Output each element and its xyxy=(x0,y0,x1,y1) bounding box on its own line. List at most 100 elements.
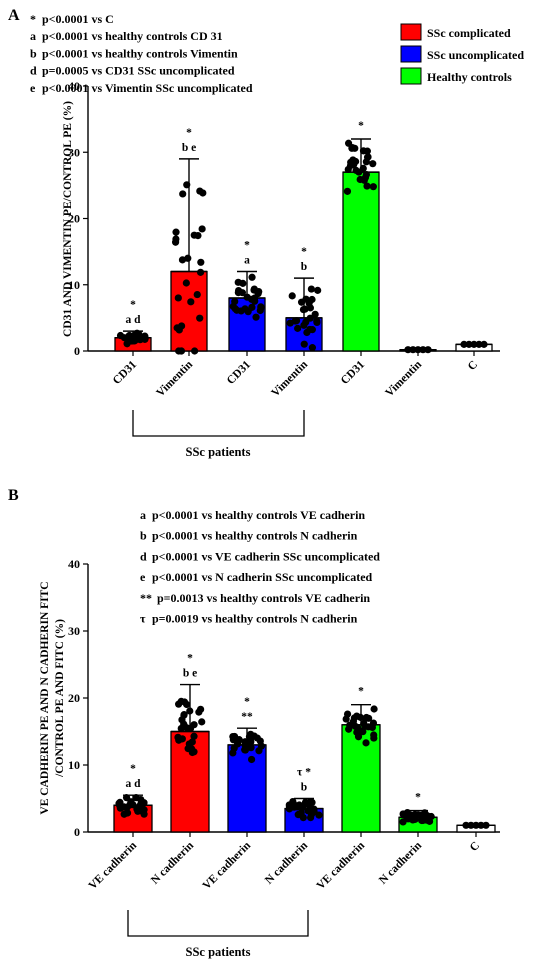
data-point xyxy=(197,258,205,266)
note-text: p=0.0013 vs healthy controls VE cadherin xyxy=(157,591,370,605)
significance-letters: a xyxy=(244,255,250,267)
data-point xyxy=(243,293,251,301)
bar-group xyxy=(399,346,437,354)
bar-group: * xyxy=(342,120,380,352)
bar-group: *** xyxy=(227,696,267,833)
bar-group: a d * xyxy=(113,763,153,833)
significance-star: * xyxy=(415,792,421,804)
data-point xyxy=(362,739,370,747)
bar xyxy=(342,171,380,352)
data-point xyxy=(180,711,188,719)
data-point xyxy=(363,147,371,155)
note-symbol: a xyxy=(30,29,36,43)
x-tick-label: VE cadherin xyxy=(87,839,140,892)
data-point xyxy=(175,700,183,708)
data-point xyxy=(362,158,370,166)
note-symbol: b xyxy=(30,46,37,60)
significance-star: * xyxy=(186,127,192,139)
note-symbol: b xyxy=(140,529,147,543)
data-point xyxy=(229,749,237,757)
x-tick-label: N cadherin xyxy=(263,839,311,887)
note-text: p<0.0001 vs healthy controls N cadherin xyxy=(152,529,358,543)
data-point xyxy=(351,144,359,152)
panel-b-group-label: SSc patients xyxy=(186,945,251,959)
y-tick-label: 40 xyxy=(68,79,80,93)
panel-b-group-bracket: SSc patients xyxy=(127,910,309,959)
data-point xyxy=(305,299,313,307)
data-point xyxy=(306,813,315,822)
x-tick-label: CD31 xyxy=(225,358,254,387)
bar-group: a d * xyxy=(114,299,152,352)
x-tick-label: VE cadherin xyxy=(315,839,368,892)
data-point xyxy=(172,235,180,243)
data-point xyxy=(183,181,191,189)
x-tick-label: C xyxy=(466,359,480,373)
data-point xyxy=(295,810,303,818)
significance-star: * xyxy=(130,299,136,311)
data-point xyxy=(356,713,365,721)
legend-label: SSc complicated xyxy=(427,26,511,40)
data-point xyxy=(234,278,242,286)
panel-a-group-bracket: SSc patients xyxy=(132,410,305,459)
data-point xyxy=(183,700,191,709)
data-point xyxy=(302,318,310,326)
data-point xyxy=(399,810,407,818)
data-point xyxy=(343,187,352,195)
data-point xyxy=(190,721,198,729)
data-point xyxy=(247,744,255,752)
panel-b-letter: B xyxy=(8,487,19,504)
note-text: p<0.0001 vs healthy controls CD 31 xyxy=(42,29,223,43)
data-point xyxy=(174,733,182,741)
panel-a: A * p<0.0001 vs C a p<0.0001 vs healthy con… xyxy=(8,7,524,459)
data-point xyxy=(182,279,190,287)
bar-group: b e * xyxy=(170,127,208,355)
data-point xyxy=(399,818,407,826)
data-point xyxy=(178,256,187,264)
data-point xyxy=(345,725,353,733)
note-symbol: d xyxy=(30,64,37,78)
data-point xyxy=(311,310,319,318)
data-point xyxy=(135,330,143,338)
data-point xyxy=(251,297,259,305)
data-point xyxy=(177,322,186,330)
data-point xyxy=(370,705,378,713)
note-text: p=0.0019 vs healthy controls N cadherin xyxy=(152,612,358,626)
data-point xyxy=(175,347,183,355)
data-point xyxy=(193,290,201,299)
data-point xyxy=(307,285,315,293)
data-point xyxy=(315,811,323,819)
data-point xyxy=(115,799,123,807)
x-tick-label: CD31 xyxy=(111,358,140,387)
data-point xyxy=(191,347,199,355)
data-point xyxy=(257,742,266,750)
data-point xyxy=(300,340,308,348)
data-point xyxy=(196,268,205,276)
bar-group xyxy=(456,821,496,833)
data-point xyxy=(241,305,249,313)
panel-b-x-labels: VE cadherin N cadherin VE cadherin N cadher… xyxy=(87,839,483,892)
data-point xyxy=(254,290,262,298)
data-point xyxy=(198,718,206,726)
bar-group: b* xyxy=(285,246,323,352)
note-symbol: τ xyxy=(140,612,146,626)
x-tick-label: N cadherin xyxy=(149,839,197,887)
x-tick-label: Vimentin xyxy=(269,358,310,399)
x-tick-label: Vimentin xyxy=(383,358,424,399)
data-point xyxy=(370,734,378,742)
panel-b-y-axis-label-line-2: /CONTROL PE AND FITC (%) xyxy=(54,619,66,778)
data-point xyxy=(343,710,352,718)
significance-star: * xyxy=(130,763,136,775)
y-tick-label: 20 xyxy=(68,691,80,705)
data-point xyxy=(231,297,239,305)
x-tick-label: N cadherin xyxy=(377,839,425,887)
bar-group: b τ * xyxy=(284,767,324,833)
data-point xyxy=(291,317,299,325)
data-point xyxy=(298,804,306,812)
data-point xyxy=(186,707,194,715)
data-point xyxy=(247,755,256,764)
significance-letters: b xyxy=(301,782,307,794)
significance-star: * xyxy=(244,696,250,708)
data-point xyxy=(172,228,180,236)
data-point xyxy=(141,335,149,343)
legend-swatch xyxy=(400,23,422,41)
